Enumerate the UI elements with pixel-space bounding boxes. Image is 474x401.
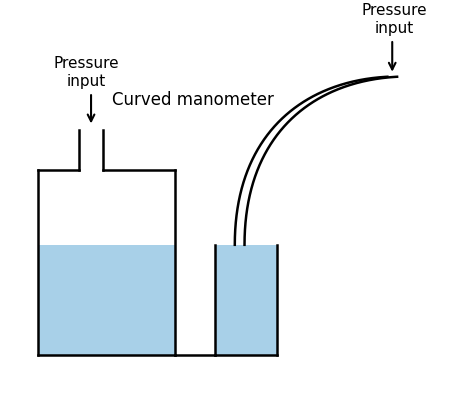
Bar xyxy=(38,245,175,356)
Bar xyxy=(38,170,175,245)
Bar xyxy=(215,245,277,356)
Text: Pressure
input: Pressure input xyxy=(54,56,119,89)
Text: Pressure
input: Pressure input xyxy=(362,3,427,36)
Text: Curved manometer: Curved manometer xyxy=(112,91,273,109)
